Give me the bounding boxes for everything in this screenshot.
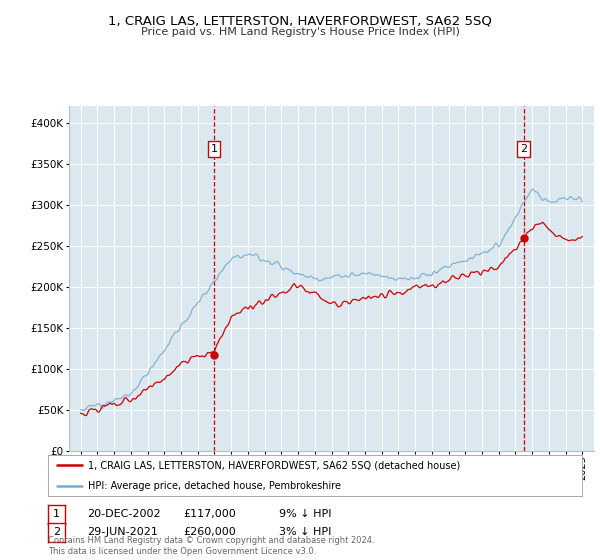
Text: 29-JUN-2021: 29-JUN-2021 — [87, 527, 158, 537]
Text: 3% ↓ HPI: 3% ↓ HPI — [279, 527, 331, 537]
Text: Contains HM Land Registry data © Crown copyright and database right 2024.
This d: Contains HM Land Registry data © Crown c… — [48, 536, 374, 556]
Text: 1, CRAIG LAS, LETTERSTON, HAVERFORDWEST, SA62 5SQ (detached house): 1, CRAIG LAS, LETTERSTON, HAVERFORDWEST,… — [88, 460, 460, 470]
Text: HPI: Average price, detached house, Pembrokeshire: HPI: Average price, detached house, Pemb… — [88, 480, 341, 491]
Text: 1: 1 — [53, 510, 60, 519]
Text: 2: 2 — [520, 144, 527, 154]
Text: £117,000: £117,000 — [183, 509, 236, 519]
Text: Price paid vs. HM Land Registry's House Price Index (HPI): Price paid vs. HM Land Registry's House … — [140, 27, 460, 37]
Text: £260,000: £260,000 — [183, 527, 236, 537]
Text: 1, CRAIG LAS, LETTERSTON, HAVERFORDWEST, SA62 5SQ: 1, CRAIG LAS, LETTERSTON, HAVERFORDWEST,… — [108, 14, 492, 27]
Text: 2: 2 — [53, 528, 60, 537]
Text: 1: 1 — [211, 144, 217, 154]
Text: 9% ↓ HPI: 9% ↓ HPI — [279, 509, 331, 519]
Text: 20-DEC-2002: 20-DEC-2002 — [87, 509, 161, 519]
